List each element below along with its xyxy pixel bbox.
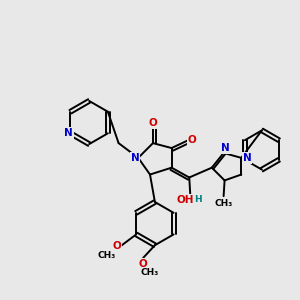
Text: O: O: [148, 118, 157, 128]
Text: CH₃: CH₃: [214, 199, 233, 208]
Text: OH: OH: [177, 195, 194, 205]
Text: O: O: [112, 241, 121, 251]
Text: N: N: [64, 128, 73, 138]
Text: H: H: [194, 195, 202, 204]
Text: N: N: [131, 153, 140, 163]
Text: N: N: [221, 143, 230, 153]
Text: CH₃: CH₃: [98, 251, 116, 260]
Text: O: O: [188, 135, 197, 145]
Text: O: O: [139, 259, 148, 269]
Text: N: N: [243, 153, 251, 163]
Text: CH₃: CH₃: [141, 268, 159, 277]
